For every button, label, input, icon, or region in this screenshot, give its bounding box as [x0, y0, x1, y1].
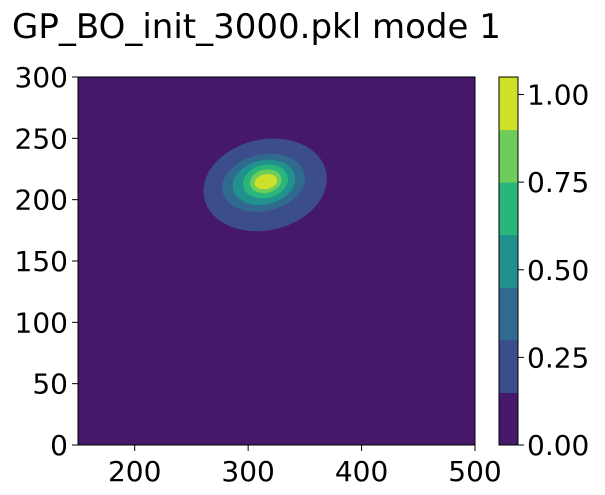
- y-tick-label: 250: [15, 122, 68, 155]
- chart-title: GP_BO_init_3000.pkl mode 1: [12, 7, 501, 47]
- colorbar-ticks: 0.00 0.25 0.50 0.75 1.00: [518, 79, 589, 462]
- y-tick-label: 0: [50, 429, 68, 462]
- y-tick-label: 100: [15, 306, 68, 339]
- colorbar: 0.00 0.25 0.50 0.75 1.00: [498, 76, 589, 462]
- y-axis: 0 50 100 150 200 250 300: [15, 61, 78, 462]
- colorbar-tick-label: 0.75: [527, 166, 589, 199]
- colorbar-tick-label: 1.00: [527, 79, 589, 112]
- x-tick-label: 300: [221, 455, 274, 488]
- colorbar-tick-label: 0.50: [527, 254, 589, 287]
- x-tick-label: 500: [448, 455, 501, 488]
- colorbar-tick-label: 0.25: [527, 341, 589, 374]
- colorbar-band: [499, 182, 518, 236]
- x-axis: 200 300 400 500: [108, 445, 502, 488]
- colorbar-band: [499, 77, 518, 131]
- contour-fills: [203, 138, 327, 232]
- x-tick-label: 400: [335, 455, 388, 488]
- y-tick-label: 300: [15, 61, 68, 94]
- colorbar-band: [499, 129, 518, 183]
- colorbar-band: [499, 392, 518, 446]
- colorbar-bands: [499, 77, 518, 446]
- colorbar-tick-label: 0.00: [527, 429, 589, 462]
- y-tick-label: 150: [15, 245, 68, 278]
- colorbar-band: [499, 339, 518, 393]
- plot-background: [78, 77, 475, 445]
- contour-level-0.9: [254, 174, 278, 190]
- colorbar-band: [499, 287, 518, 341]
- colorbar-frame: [498, 76, 519, 446]
- x-tick-label: 200: [108, 455, 161, 488]
- y-tick-label: 50: [32, 368, 68, 401]
- y-tick-label: 200: [15, 184, 68, 217]
- plot-area: [77, 76, 476, 446]
- colorbar-band: [499, 234, 518, 288]
